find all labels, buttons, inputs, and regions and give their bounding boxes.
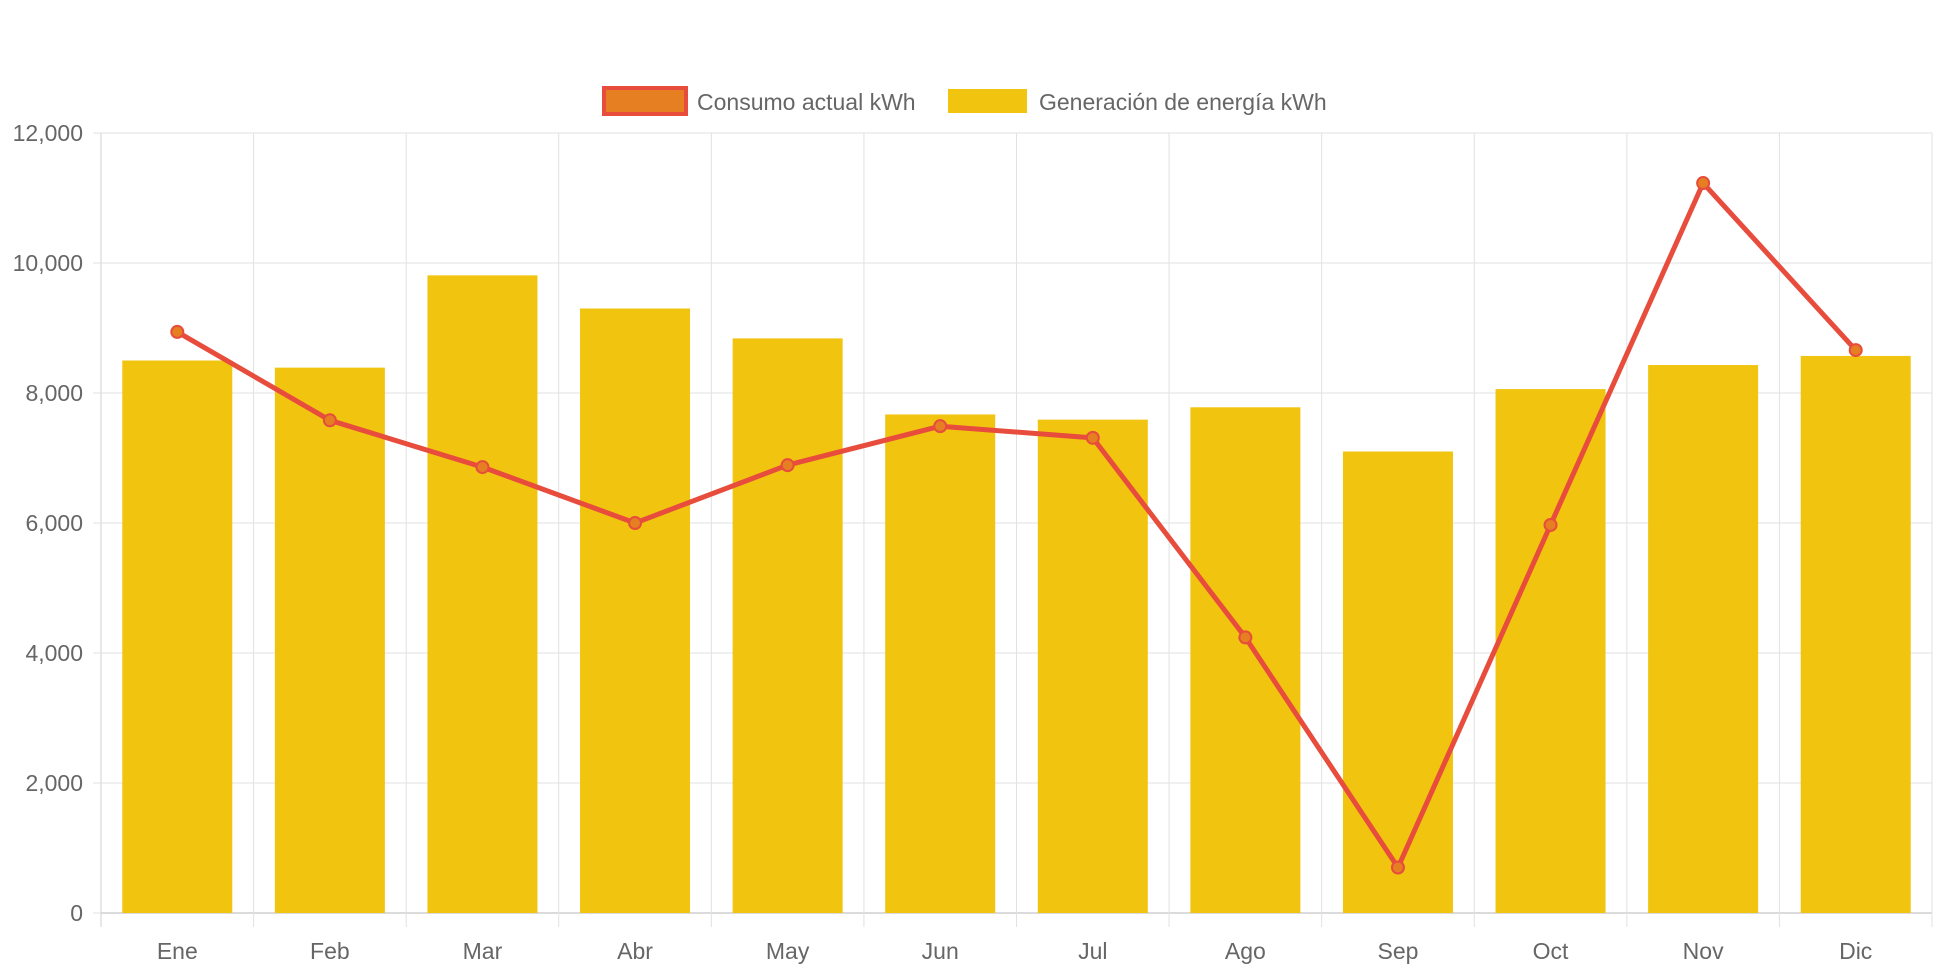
y-tick-label: 0 [70, 900, 83, 926]
bar-ago[interactable] [1190, 407, 1301, 913]
x-tick-label: Mar [463, 938, 503, 964]
axes: 0 2,000 4,000 6,000 8,000 10,000 12,000 Ene Feb M… [13, 120, 1873, 964]
y-tick-label: 2,000 [25, 770, 83, 796]
y-tick-label: 12,000 [13, 120, 83, 146]
point-consumo-feb[interactable] [322, 413, 337, 428]
line-consumo [176, 180, 1858, 870]
point-consumo-mar[interactable] [475, 460, 490, 475]
x-tick-label: Feb [310, 938, 350, 964]
point-consumo-oct[interactable] [1543, 517, 1558, 532]
x-tick-label: Jul [1078, 938, 1107, 964]
y-tick-label: 6,000 [25, 510, 83, 536]
bar-series-generacion [122, 275, 1911, 914]
point-consumo-may[interactable] [780, 458, 795, 473]
bar-jun[interactable] [885, 414, 996, 913]
legend[interactable]: Consumo actual kWh Generación de energía… [602, 86, 1327, 116]
point-consumo-ago[interactable] [1238, 630, 1253, 645]
legend-label-consumo: Consumo actual kWh [697, 89, 916, 115]
line-series-consumo [170, 176, 1863, 875]
x-tick-label: Jun [922, 938, 959, 964]
legend-item-generacion[interactable]: Generación de energía kWh [948, 89, 1327, 115]
bar-nov[interactable] [1648, 365, 1759, 913]
point-consumo-abr[interactable] [628, 516, 643, 530]
bar-oct[interactable] [1495, 389, 1606, 914]
point-consumo-sep[interactable] [1390, 860, 1405, 875]
point-consumo-ene[interactable] [170, 324, 185, 339]
legend-item-consumo[interactable]: Consumo actual kWh [602, 86, 916, 116]
y-tick-label: 10,000 [13, 250, 83, 276]
point-consumo-jul[interactable] [1085, 430, 1100, 445]
x-tick-label: Sep [1377, 938, 1418, 964]
point-consumo-dic[interactable] [1848, 343, 1863, 358]
x-tick-label: Dic [1839, 938, 1872, 964]
point-consumo-jun[interactable] [933, 419, 948, 434]
bar-jul[interactable] [1037, 419, 1148, 913]
legend-swatch-generacion [948, 89, 1027, 113]
bar-abr[interactable] [580, 308, 691, 914]
x-tick-label: May [766, 938, 810, 964]
bar-feb[interactable] [274, 367, 385, 913]
x-tick-label: Ene [157, 938, 198, 964]
x-tick-label: Oct [1533, 938, 1569, 964]
y-tick-label: 8,000 [25, 380, 83, 406]
bar-sep[interactable] [1342, 451, 1453, 914]
x-tick-label: Ago [1225, 938, 1266, 964]
bar-may[interactable] [732, 338, 843, 913]
bar-dic[interactable] [1800, 355, 1911, 913]
y-tick-label: 4,000 [25, 640, 83, 666]
legend-label-generacion: Generación de energía kWh [1039, 89, 1327, 115]
legend-swatch-consumo [602, 86, 688, 116]
x-tick-label: Nov [1683, 938, 1724, 964]
grid [100, 132, 1933, 927]
point-consumo-nov[interactable] [1696, 176, 1711, 191]
bar-mar[interactable] [427, 275, 538, 914]
bar-ene[interactable] [122, 360, 233, 914]
x-tick-label: Abr [617, 938, 653, 964]
